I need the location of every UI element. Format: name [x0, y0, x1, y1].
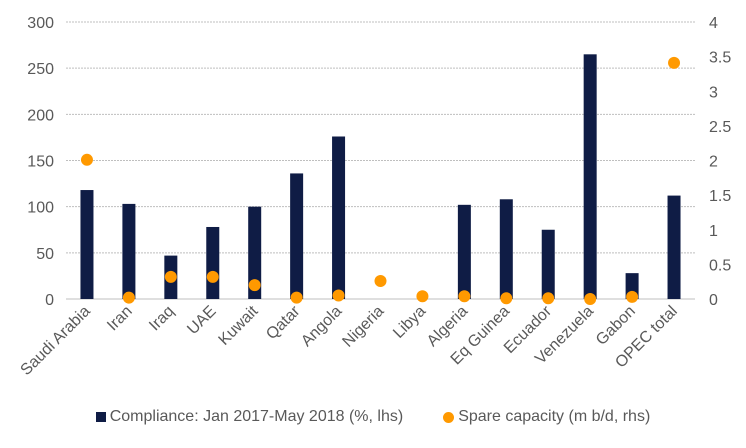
dot [248, 279, 261, 292]
bar [206, 226, 220, 299]
bar [667, 195, 681, 299]
dot [374, 274, 387, 287]
right-tick-label: 1.5 [709, 188, 731, 205]
right-tick-label: 2.5 [709, 119, 731, 136]
category-label: Iran [104, 303, 136, 335]
right-axis-ticks: 0 0.5 1 1.5 2 2.5 3 3.5 4 [709, 15, 731, 309]
left-tick-label: 50 [36, 246, 54, 263]
dot [290, 291, 303, 304]
bar-series [80, 54, 681, 299]
dot [668, 56, 681, 69]
bar [583, 54, 597, 299]
category-label: UAE [184, 303, 219, 338]
right-tick-label: 4 [709, 15, 718, 32]
left-tick-label: 100 [27, 200, 54, 217]
dot-series [80, 56, 681, 305]
dot [458, 290, 471, 303]
legend: Compliance: Jan 2017-May 2018 (%, lhs) S… [0, 408, 746, 426]
dot [332, 289, 345, 302]
dot [584, 293, 597, 305]
left-tick-label: 250 [27, 61, 54, 78]
left-tick-label: 300 [27, 15, 54, 32]
bar [290, 173, 304, 299]
category-label: Nigeria [339, 303, 387, 351]
category-label: Libya [390, 303, 429, 342]
bar [248, 206, 262, 299]
right-tick-label: 0 [709, 292, 718, 309]
category-label: Saudi Arabia [18, 303, 94, 379]
dot [206, 270, 219, 283]
dot [164, 270, 177, 283]
gridlines [66, 21, 695, 300]
bar [541, 229, 555, 299]
legend-swatch-dot [443, 411, 455, 423]
bar [122, 203, 136, 299]
right-tick-label: 0.5 [709, 257, 731, 274]
dot [416, 290, 429, 303]
legend-swatch-bar [95, 412, 106, 422]
category-label: Iraq [146, 303, 178, 335]
right-tick-label: 1 [709, 223, 718, 240]
bar [499, 199, 513, 299]
dot [542, 292, 555, 305]
legend-label: Compliance: Jan 2017-May 2018 (%, lhs) [109, 408, 404, 425]
right-tick-label: 3 [709, 84, 718, 101]
dot [122, 291, 135, 304]
legend-item-spare-capacity: Spare capacity (m b/d, rhs) [443, 408, 650, 426]
bar [80, 190, 94, 299]
dot [80, 153, 93, 166]
right-tick-label: 2 [709, 154, 718, 171]
bar [457, 204, 471, 299]
bar [332, 136, 346, 299]
legend-item-compliance: Compliance: Jan 2017-May 2018 (%, lhs) [95, 408, 404, 426]
dot [500, 292, 513, 305]
dot [626, 290, 639, 303]
category-label: Angola [298, 303, 345, 350]
left-tick-label: 150 [27, 154, 54, 171]
category-label: Kuwait [216, 302, 262, 348]
right-tick-label: 3.5 [709, 50, 731, 67]
left-tick-label: 200 [27, 107, 54, 124]
left-axis-ticks: 0 50 100 150 200 250 300 [27, 15, 54, 309]
legend-label: Spare capacity (m b/d, rhs) [458, 408, 651, 425]
left-tick-label: 0 [45, 292, 54, 309]
